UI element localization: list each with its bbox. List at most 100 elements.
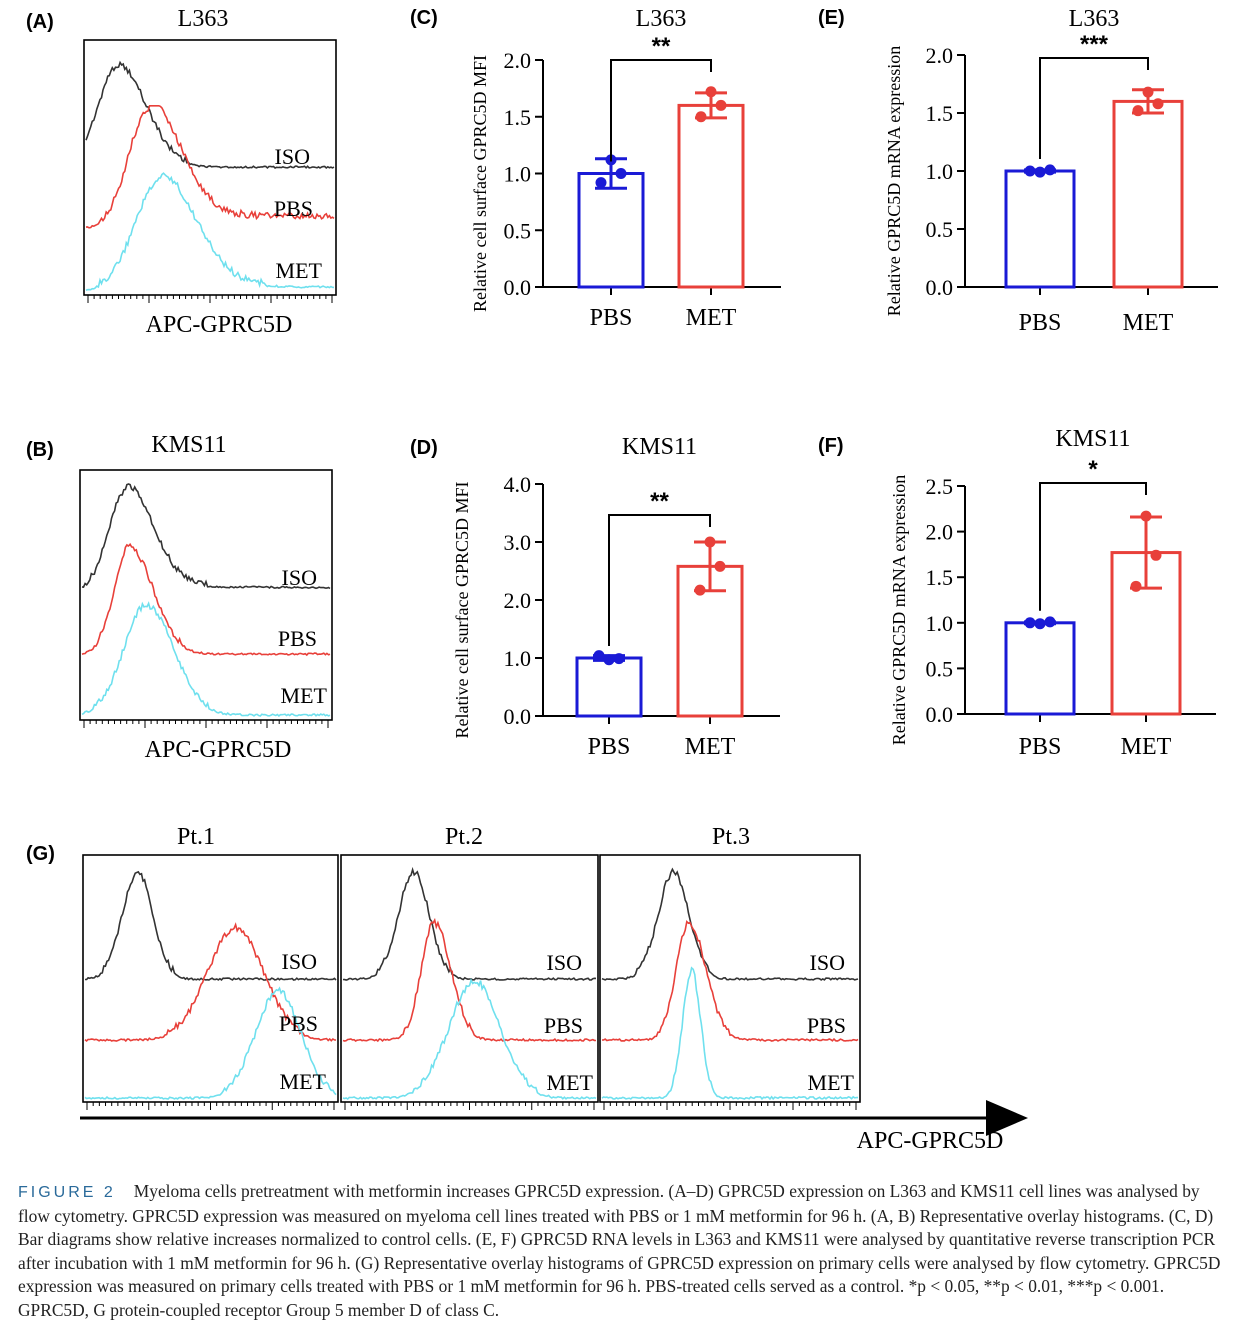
histogram-g-2: Pt.2 ISO PBS MET (340, 824, 599, 1110)
pbs-curve (602, 919, 859, 1042)
data-point (1034, 618, 1046, 630)
data-point (615, 168, 627, 179)
iso-curve (85, 60, 335, 170)
histogram-title-b: KMS11 (151, 432, 226, 458)
chart-title: L363 (1069, 6, 1120, 32)
bar-pbs (577, 172, 645, 289)
pbs-curve (342, 917, 597, 1043)
category-label: MET (1123, 310, 1174, 336)
iso-curve (601, 867, 859, 981)
histogram-xlabel-a: APC-GPRC5D (146, 312, 293, 338)
significance-label: * (1088, 456, 1098, 483)
data-point (1130, 580, 1142, 592)
y-tick-label: 1.0 (504, 162, 532, 187)
y-tick-label: 0.5 (504, 218, 532, 243)
data-point (1152, 98, 1164, 110)
data-point (715, 99, 727, 111)
histogram-label-iso: ISO (275, 144, 310, 169)
bar-pbs (575, 656, 643, 718)
histogram-label-pbs: PBS (278, 626, 317, 651)
data-point (695, 111, 707, 123)
chart-title: L363 (636, 6, 687, 32)
bar-chart-f: (F) KMS11 Relative GPRC5D mRNA expression 0… (818, 426, 1216, 760)
histogram-label-met: MET (280, 1069, 327, 1094)
panel-letter-c: (C) (410, 7, 438, 29)
category-label: PBS (1019, 734, 1062, 760)
y-axis-label: Relative GPRC5D mRNA expression (889, 475, 909, 746)
y-tick-label: 3.0 (504, 530, 532, 555)
data-point (1132, 105, 1144, 117)
data-point (593, 650, 605, 662)
panel-letter-b: (B) (26, 439, 54, 461)
y-tick-label: 0.0 (504, 275, 532, 300)
histogram-group-g: Pt.1 ISO PBS MET Pt.2 ISO PBS MET Pt.3 ISO PBS MET (82, 824, 861, 1110)
panel-letter-d: (D) (410, 437, 438, 459)
y-tick-label: 1.5 (926, 101, 954, 126)
histogram-a: ISO PBS MET (83, 39, 337, 303)
data-point (705, 86, 717, 98)
histogram-title: Pt.3 (712, 824, 750, 850)
met-curve (85, 172, 335, 291)
data-point (714, 560, 726, 572)
y-tick-label: 0.5 (926, 656, 954, 681)
data-point (1024, 165, 1036, 177)
chart-title: KMS11 (1055, 426, 1130, 452)
pbs-curve (81, 542, 331, 657)
bar-chart-c: (C) L363 Relative cell surface GPRC5D MFI 0… (410, 6, 781, 331)
histogram-g-3: Pt.3 ISO PBS MET (599, 824, 861, 1110)
data-point (595, 177, 607, 189)
pbs-curve (84, 922, 337, 1043)
category-label: PBS (1019, 310, 1062, 336)
y-axis-label: Relative cell surface GPRC5D MFI (452, 482, 472, 739)
category-label: MET (685, 734, 736, 760)
histogram-title: Pt.1 (177, 824, 215, 850)
y-tick-label: 1.5 (504, 105, 532, 130)
histogram-label-iso: ISO (282, 565, 317, 590)
data-point (1024, 617, 1036, 629)
y-tick-label: 4.0 (504, 472, 532, 497)
caption-text: Myeloma cells pretreatment with metformi… (18, 1181, 1221, 1320)
histogram-label-met: MET (281, 683, 328, 708)
category-label: PBS (590, 305, 633, 331)
histogram-b: ISO PBS MET (79, 469, 333, 728)
y-axis-label: Relative cell surface GPRC5D MFI (470, 55, 490, 312)
bar-pbs (1004, 169, 1076, 289)
bar-met (1112, 99, 1184, 289)
significance-bracket (1039, 57, 1149, 159)
significance-label: ** (650, 488, 669, 515)
bar-pbs (1004, 621, 1076, 716)
iso-curve (342, 866, 597, 981)
significance-bracket (608, 514, 711, 646)
y-tick-label: 1.5 (926, 565, 954, 590)
data-point (613, 653, 625, 665)
bar-chart-e: (E) L363 Relative GPRC5D mRNA expression 0.… (818, 6, 1218, 336)
panel-letter-f: (F) (818, 435, 844, 457)
figure-canvas: (A) L363 ISO PBS MET APC-GPRC5D (B) KMS11 … (26, 6, 1218, 1154)
histogram-label-iso: ISO (810, 950, 845, 975)
histogram-xlabel-g: APC-GPRC5D (857, 1128, 1004, 1154)
met-curve (342, 978, 597, 1101)
histogram-label-pbs: PBS (279, 1011, 318, 1036)
data-point (1142, 86, 1154, 98)
panel-g: (G) Pt.1 ISO PBS MET Pt.2 ISO PBS MET Pt.3 ISO PBS… (26, 824, 1028, 1154)
pbs-curve (85, 105, 335, 229)
data-point (1044, 164, 1056, 176)
met-curve (84, 986, 337, 1100)
histogram-g-1: Pt.1 ISO PBS MET (82, 824, 339, 1110)
significance-bracket (610, 59, 712, 162)
category-label: MET (686, 305, 737, 331)
histogram-label-met: MET (547, 1070, 594, 1095)
met-curve (81, 601, 331, 717)
histogram-label-pbs: PBS (544, 1013, 583, 1038)
histogram-label-met: MET (276, 258, 323, 283)
y-tick-label: 2.0 (926, 43, 954, 68)
caption-label: FIGURE 2 (18, 1184, 116, 1201)
category-label: PBS (588, 734, 631, 760)
y-tick-label: 2.0 (504, 48, 532, 73)
y-tick-label: 0.0 (504, 704, 532, 729)
iso-curve (81, 483, 331, 590)
bar-chart-d: (D) KMS11 Relative cell surface GPRC5D MFI… (410, 434, 780, 760)
chart-title: KMS11 (622, 434, 697, 460)
y-tick-label: 1.0 (926, 611, 954, 636)
y-tick-label: 0.0 (926, 702, 954, 727)
